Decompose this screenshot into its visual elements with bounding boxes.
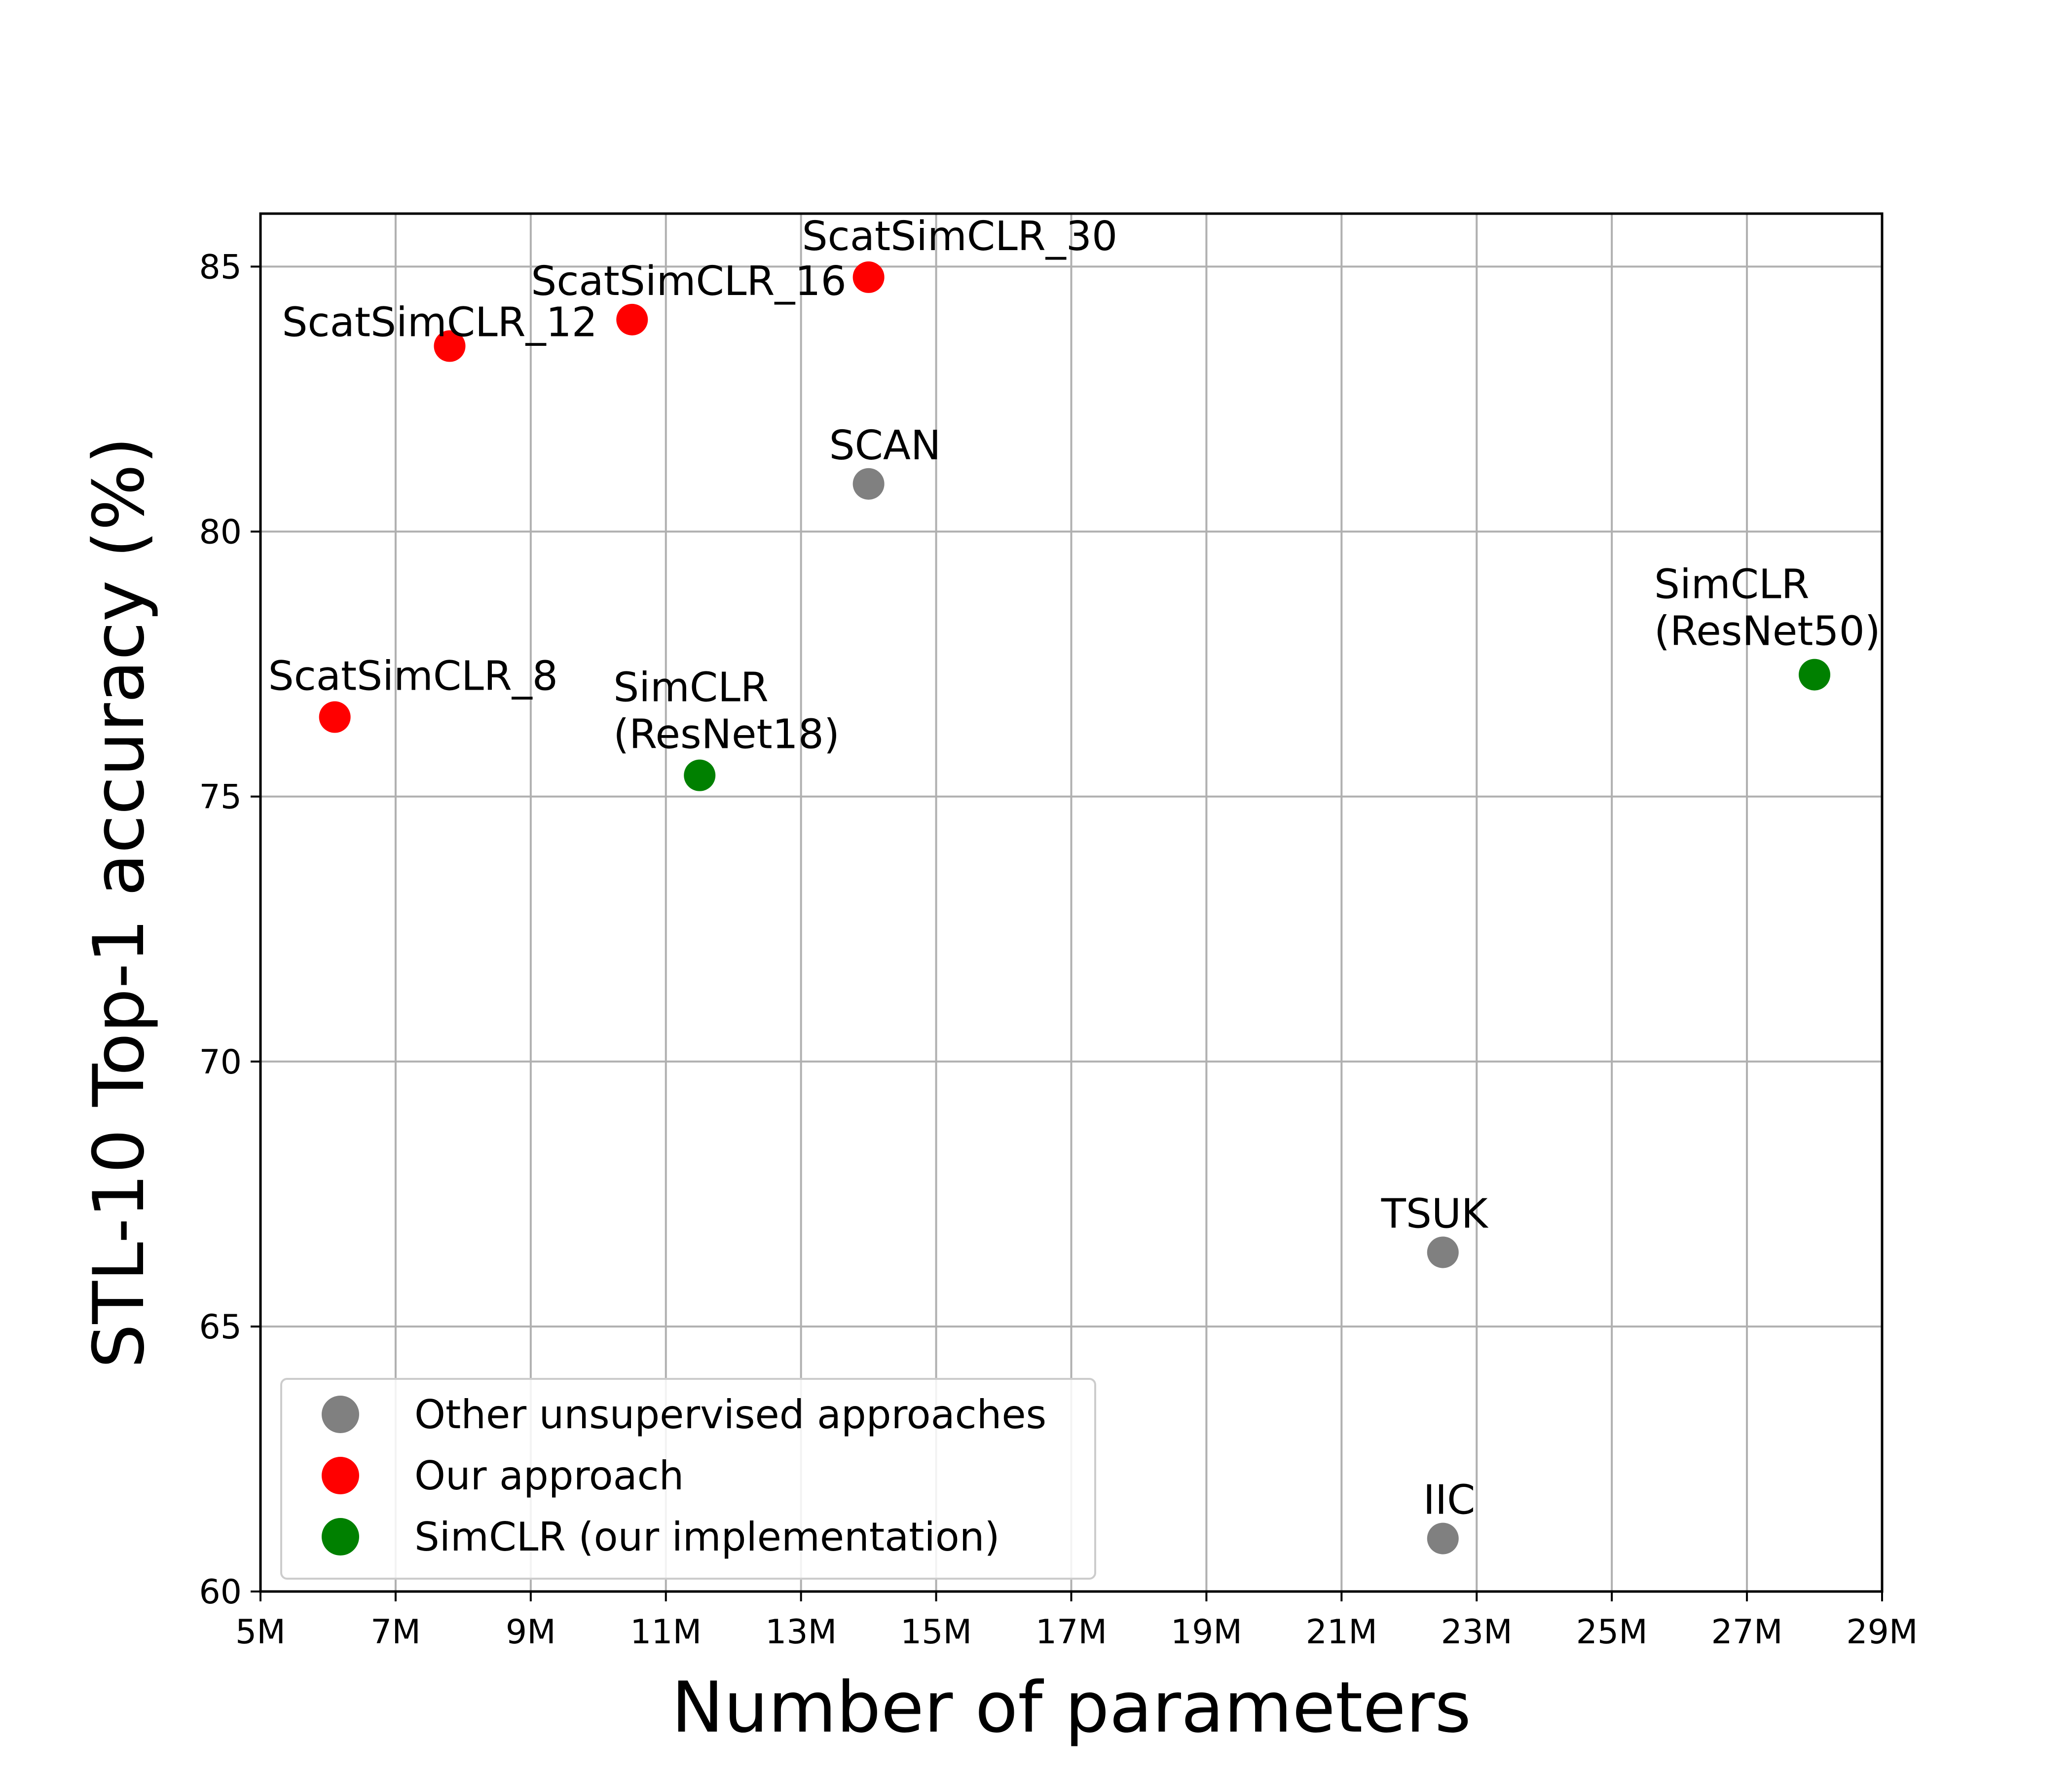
legend-marker — [322, 1396, 359, 1433]
data-point — [1427, 1236, 1459, 1268]
data-point — [852, 261, 885, 293]
y-tick-label: 60 — [199, 1573, 242, 1612]
y-axis-title: STL-10 Top-1 accuracy (%) — [78, 437, 160, 1368]
legend-label: SimCLR (our implementation) — [414, 1514, 1000, 1560]
data-point — [1427, 1522, 1459, 1554]
x-tick-label: 27M — [1711, 1613, 1782, 1652]
data-point — [852, 468, 885, 500]
legend-marker — [322, 1457, 359, 1494]
point-label: ScatSimCLR_12 — [282, 299, 597, 346]
x-tick-label: 25M — [1576, 1613, 1648, 1652]
y-tick-label: 70 — [199, 1043, 242, 1082]
legend: Other unsupervised approaches Our approac… — [280, 1378, 1096, 1580]
point-label-line: ScatSimCLR_12 — [282, 299, 597, 346]
x-tick-label: 17M — [1036, 1613, 1107, 1652]
y-tick-label: 65 — [199, 1308, 242, 1347]
data-point — [684, 759, 716, 791]
point-label: ScatSimCLR_8 — [268, 653, 558, 700]
x-tick-label: 29M — [1846, 1613, 1918, 1652]
point-label-line: SimCLR — [1654, 561, 1810, 608]
x-tick-label: 15M — [900, 1613, 972, 1652]
x-tick-label: 9M — [506, 1613, 556, 1652]
point-label: SimCLR (ResNet50) — [1654, 561, 1881, 655]
plot-frame — [259, 212, 1884, 1593]
x-axis-title: Number of parameters — [671, 1667, 1471, 1748]
data-point — [1799, 659, 1831, 691]
legend-label: Other unsupervised approaches — [414, 1392, 1046, 1438]
x-tick-label: 7M — [370, 1613, 421, 1652]
point-label-line: (ResNet50) — [1654, 608, 1881, 655]
data-point — [319, 701, 351, 733]
point-label-line: ScatSimCLR_16 — [531, 258, 847, 305]
point-label-line: SimCLR — [613, 665, 769, 711]
point-label: ScatSimCLR_16 — [531, 258, 847, 305]
data-point — [434, 330, 466, 362]
point-label-line: IIC — [1423, 1477, 1476, 1524]
data-points — [319, 261, 1831, 1554]
y-tick-label: 85 — [199, 248, 242, 287]
x-tick-label: 21M — [1306, 1613, 1377, 1652]
point-label: ScatSimCLR_30 — [802, 213, 1118, 260]
legend-label: Our approach — [414, 1453, 684, 1499]
x-tick-label: 19M — [1171, 1613, 1242, 1652]
y-tick-label: 80 — [199, 513, 242, 552]
x-tick-label: 23M — [1441, 1613, 1513, 1652]
axis-ticks: 5M 7M 9M 11M 13M 15M 17M 19M 21M 23M 25M 27M 29M 60 65… — [199, 248, 1918, 1652]
point-label: TSUK — [1381, 1190, 1489, 1237]
point-annotations: ScatSimCLR_8 ScatSimCLR_12ScatSimCLR_16Sc… — [268, 213, 1881, 1524]
y-tick-label: 75 — [199, 778, 242, 817]
point-label-line: ScatSimCLR_8 — [268, 653, 558, 700]
x-tick-label: 13M — [765, 1613, 837, 1652]
point-label-line: (ResNet18) — [613, 711, 840, 758]
x-tick-label: 11M — [630, 1613, 702, 1652]
legend-marker — [322, 1518, 359, 1555]
point-label: IIC — [1423, 1477, 1476, 1524]
data-point — [616, 303, 648, 335]
point-label-line: SCAN — [829, 422, 941, 469]
point-label-line: ScatSimCLR_30 — [802, 213, 1118, 260]
legend-box — [280, 1378, 1096, 1580]
x-tick-label: 5M — [235, 1613, 286, 1652]
point-label-line: TSUK — [1381, 1190, 1489, 1237]
point-label: SimCLR (ResNet18) — [613, 665, 840, 758]
point-label: SCAN — [829, 422, 941, 469]
